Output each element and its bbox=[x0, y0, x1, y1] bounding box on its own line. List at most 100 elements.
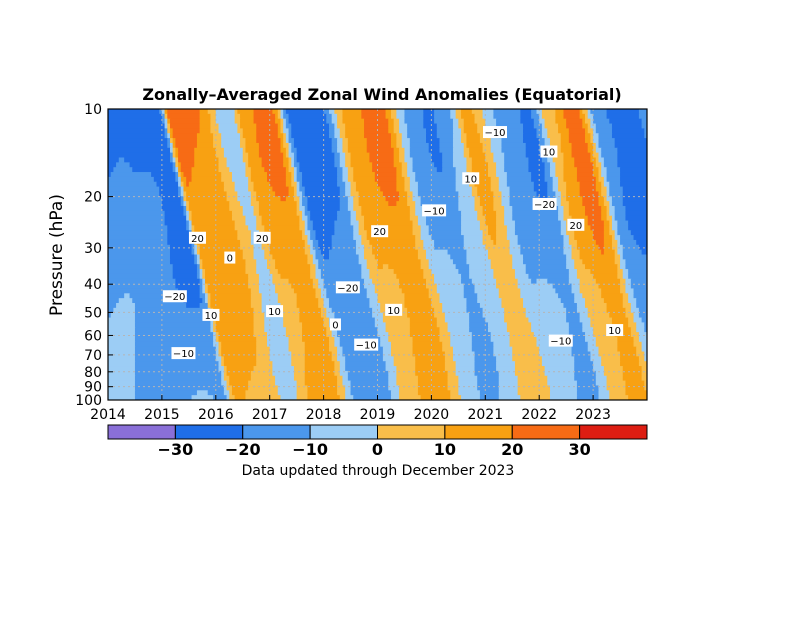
band-cell bbox=[310, 244, 314, 251]
band-cell bbox=[603, 366, 624, 372]
band-cell bbox=[587, 109, 591, 115]
band-cell bbox=[525, 147, 540, 154]
band-cell bbox=[541, 356, 575, 362]
band-cell bbox=[593, 133, 600, 139]
band-cell bbox=[498, 176, 508, 183]
band-cell bbox=[213, 322, 217, 328]
band-cell bbox=[312, 259, 319, 265]
band-cell bbox=[585, 113, 589, 120]
band-cell bbox=[350, 157, 371, 163]
band-cell bbox=[253, 113, 276, 120]
band-cell bbox=[328, 346, 338, 353]
band-cell bbox=[595, 278, 621, 285]
band-cell bbox=[595, 181, 602, 188]
contour-label: 20 bbox=[373, 227, 386, 238]
band-cell bbox=[493, 157, 505, 163]
band-cell bbox=[320, 273, 362, 280]
band-cell bbox=[169, 128, 174, 134]
band-cell bbox=[328, 109, 335, 115]
band-cell bbox=[134, 322, 212, 328]
band-cell bbox=[482, 113, 494, 120]
band-cell bbox=[134, 341, 214, 348]
band-cell bbox=[285, 172, 292, 178]
band-cell bbox=[161, 196, 182, 202]
band-cell bbox=[226, 191, 238, 197]
band-cell bbox=[226, 196, 238, 202]
band-cell bbox=[593, 118, 610, 125]
band-cell bbox=[560, 230, 567, 236]
band-cell bbox=[318, 303, 325, 309]
band-cell bbox=[587, 113, 594, 120]
band-cell bbox=[337, 380, 344, 387]
band-cell bbox=[323, 298, 330, 304]
band-cell bbox=[636, 303, 647, 309]
band-cell bbox=[463, 147, 470, 154]
band-cell bbox=[242, 206, 255, 212]
band-cell bbox=[501, 303, 524, 309]
band-cell bbox=[293, 152, 298, 159]
band-cell bbox=[299, 206, 306, 212]
band-cell bbox=[447, 249, 468, 256]
band-cell bbox=[229, 395, 236, 400]
band-cell bbox=[496, 210, 505, 217]
band-cell bbox=[590, 322, 613, 328]
band-cell bbox=[428, 230, 462, 236]
band-cell bbox=[571, 254, 581, 260]
band-cell bbox=[248, 283, 260, 290]
band-cell bbox=[477, 293, 500, 299]
band-cell bbox=[590, 356, 602, 362]
band-cell bbox=[571, 249, 581, 256]
band-cell bbox=[248, 186, 255, 193]
band-cell bbox=[412, 167, 438, 173]
y-tick-label: 40 bbox=[84, 277, 102, 293]
band-cell bbox=[108, 346, 136, 353]
band-cell bbox=[229, 375, 252, 382]
band-cell bbox=[493, 152, 505, 159]
band-cell bbox=[620, 181, 647, 188]
band-cell bbox=[108, 273, 174, 280]
band-cell bbox=[439, 293, 465, 299]
band-cell bbox=[455, 181, 470, 188]
band-cell bbox=[288, 128, 292, 134]
band-cell bbox=[409, 332, 441, 338]
band-cell bbox=[280, 123, 284, 129]
band-cell bbox=[585, 264, 618, 270]
band-cell bbox=[218, 123, 238, 129]
band-cell bbox=[407, 133, 427, 139]
band-cell bbox=[361, 206, 411, 212]
contour-label-box bbox=[606, 324, 624, 337]
band-cell bbox=[205, 273, 249, 280]
band-cell bbox=[334, 128, 341, 134]
band-cell bbox=[644, 380, 647, 387]
band-cell bbox=[514, 269, 527, 275]
band-cell bbox=[498, 380, 519, 387]
band-cell bbox=[345, 133, 365, 139]
band-cell bbox=[638, 113, 647, 120]
band-cell bbox=[601, 249, 605, 256]
band-cell bbox=[291, 351, 306, 357]
band-cell bbox=[636, 322, 645, 328]
band-cell bbox=[399, 123, 408, 129]
band-cell bbox=[194, 254, 198, 260]
band-cell bbox=[622, 273, 629, 280]
band-cell bbox=[520, 293, 559, 299]
band-cell bbox=[164, 128, 168, 134]
band-cell bbox=[366, 138, 392, 144]
band-cell bbox=[563, 206, 570, 212]
band-cell bbox=[614, 254, 621, 260]
band-cell bbox=[579, 278, 597, 285]
band-cell bbox=[307, 201, 341, 207]
band-cell bbox=[428, 259, 454, 265]
band-cell bbox=[644, 327, 647, 333]
band-cell bbox=[539, 351, 573, 357]
band-cell bbox=[563, 210, 570, 217]
band-cell bbox=[428, 264, 457, 270]
band-cell bbox=[339, 370, 349, 377]
band-cell bbox=[638, 332, 647, 338]
band-cell bbox=[364, 254, 376, 260]
band-cell bbox=[466, 259, 492, 265]
band-cell bbox=[258, 206, 298, 212]
band-cell bbox=[296, 147, 333, 154]
band-cell bbox=[310, 215, 338, 222]
band-cell bbox=[407, 128, 427, 134]
